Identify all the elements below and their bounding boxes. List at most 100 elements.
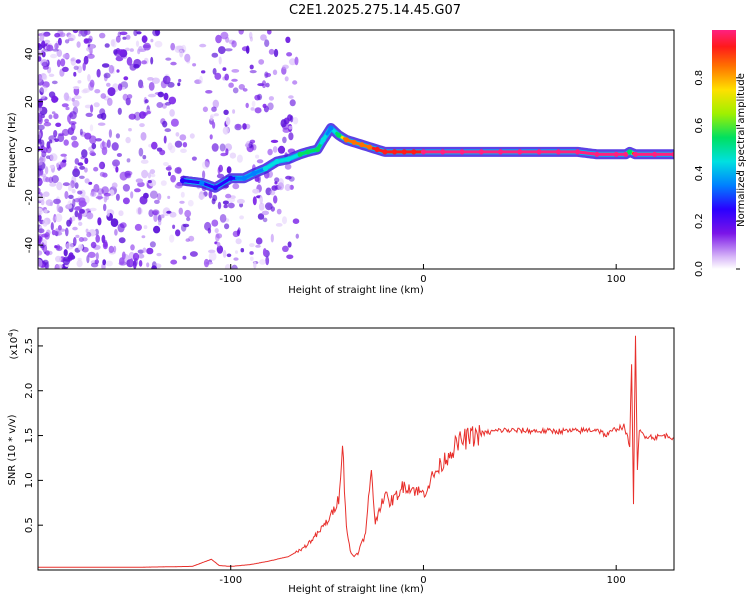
- spectrogram-noise-speck: [50, 153, 58, 161]
- spectrogram-noise-speck: [56, 244, 60, 250]
- spectrogram-noise-speck: [138, 46, 143, 52]
- spectrogram-noise-speck: [75, 158, 79, 164]
- snr-y-multiplier: (x104): [7, 328, 20, 359]
- snr-frame: [38, 328, 674, 570]
- spectrogram-noise-speck: [288, 95, 294, 99]
- spectrogram-noise-speck: [228, 166, 231, 172]
- spectrogram-noise-speck: [71, 123, 76, 131]
- spectrogram-noise-speck: [97, 217, 101, 225]
- spectrogram-noise-speck: [44, 232, 50, 240]
- spectrogram-noise-speck: [127, 158, 131, 162]
- spectrogram-noise-speck: [127, 94, 132, 99]
- spectrogram-noise-speck: [212, 195, 217, 202]
- spectrogram-noise-speck: [62, 103, 69, 107]
- spectrogram-noise-speck: [116, 133, 120, 138]
- spectrogram-noise-speck: [58, 38, 62, 46]
- spectrogram-noise-speck: [64, 191, 68, 199]
- spectrogram-noise-speck: [181, 45, 186, 54]
- ridge-point: [305, 149, 310, 154]
- ridge-point: [498, 149, 503, 154]
- spectrogram-noise-speck: [158, 220, 162, 226]
- spectrogram-noise-speck: [293, 117, 298, 124]
- spectrogram-noise-speck: [35, 259, 42, 268]
- spectrogram-noise-speck: [72, 227, 78, 231]
- spectrogram-noise-speck: [233, 231, 240, 237]
- ridge-point: [627, 149, 632, 154]
- spectrogram-noise-speck: [144, 36, 148, 41]
- spectrogram-noise-speck: [179, 208, 183, 215]
- spectrogram-noise-speck: [285, 76, 289, 81]
- spectrogram-noise-speck: [58, 225, 62, 231]
- spectrogram-noise-speck: [273, 146, 278, 153]
- ridge-point: [251, 171, 256, 176]
- spectrogram-noise-speck: [218, 46, 226, 54]
- spectrogram-noise-speck: [55, 123, 61, 127]
- spectrogram-noise-speck: [151, 174, 156, 177]
- spectrogram-noise-speck: [130, 258, 133, 266]
- spectrogram-noise-speck: [233, 257, 238, 260]
- ridge-point: [575, 149, 580, 154]
- spectrogram-noise-speck: [273, 70, 277, 76]
- spectrogram-noise-speck: [241, 248, 245, 252]
- spectrogram-noise-speck: [168, 172, 171, 177]
- ridge-point: [479, 149, 484, 154]
- spectrogram-noise-speck: [263, 218, 268, 223]
- spectrogram-noise-speck: [109, 65, 114, 74]
- spectrogram-noise-speck: [205, 90, 212, 94]
- spectrogram-noise-speck: [220, 214, 227, 223]
- spectrogram-noise-speck: [267, 103, 273, 111]
- spectrogram-noise-speck: [77, 80, 81, 84]
- spectrogram-noise-speck: [95, 138, 102, 141]
- spectrogram-noise-speck: [118, 210, 123, 216]
- spectrogram-noise-speck: [123, 184, 130, 192]
- spectrogram-noise-speck: [271, 234, 274, 243]
- spectrogram-noise-speck: [146, 262, 149, 267]
- spectrogram-noise-speck: [225, 264, 231, 272]
- spectrogram-noise-speck: [150, 191, 158, 199]
- spectrogram-noise-speck: [204, 222, 211, 231]
- spectrogram-noise-speck: [224, 74, 229, 81]
- spectrogram-noise-speck: [77, 260, 83, 268]
- spectrogram-noise-speck: [170, 175, 176, 183]
- spectrogram-noise-speck: [163, 162, 169, 166]
- spectrogram-noise-speck: [115, 166, 118, 172]
- ridge-point: [382, 149, 387, 154]
- colorbar-gradient: [712, 30, 736, 269]
- spectrogram-noise-speck: [42, 260, 48, 265]
- spectrogram-noise-speck: [56, 264, 63, 268]
- spectrogram-noise-speck: [212, 53, 219, 58]
- spectrogram-noise-speck: [269, 49, 275, 55]
- spectrogram-noise-speck: [239, 84, 245, 90]
- spectrogram-noise-speck: [102, 63, 110, 68]
- spectrogram-noise-speck: [82, 237, 88, 241]
- spectrogram-noise-speck: [90, 105, 93, 113]
- spectrogram-noise-speck: [165, 58, 171, 61]
- y-tick-label: 20: [24, 95, 35, 108]
- spectrogram-noise-speck: [133, 30, 137, 36]
- spectrogram-noise-speck: [74, 95, 82, 99]
- spectrogram-noise-speck: [140, 85, 144, 88]
- spectrogram-noise-speck: [167, 196, 170, 199]
- spectrogram-noise-speck: [54, 43, 58, 50]
- spectrogram-noise-speck: [86, 232, 91, 237]
- spectrogram-noise-speck: [102, 259, 106, 265]
- spectrogram-noise-speck: [79, 176, 85, 179]
- spectrogram-noise-speck: [179, 134, 186, 140]
- y-tick-label: 0.5: [24, 517, 35, 533]
- spectrogram-noise-speck: [76, 59, 81, 63]
- spectrogram-noise-speck: [271, 140, 278, 143]
- spectrogram-noise-speck: [85, 178, 90, 183]
- spectrogram-noise-speck: [278, 146, 285, 154]
- spectrogram-noise-speck: [55, 214, 62, 223]
- spectrogram-noise-speck: [170, 212, 177, 218]
- ridge-point: [359, 142, 364, 147]
- spectrogram-noise-speck: [49, 74, 55, 77]
- spectrogram-noise-speck: [109, 129, 112, 138]
- spectrogram-noise-speck: [46, 45, 53, 52]
- spectrogram-noise-speck: [282, 246, 289, 252]
- spectrogram-noise-speck: [90, 191, 97, 197]
- spectrogram-noise-speck: [265, 202, 273, 210]
- spectrogram-noise-speck: [73, 237, 77, 246]
- spectrogram-noise-speck: [217, 242, 221, 246]
- spectrogram-noise-speck: [52, 81, 58, 85]
